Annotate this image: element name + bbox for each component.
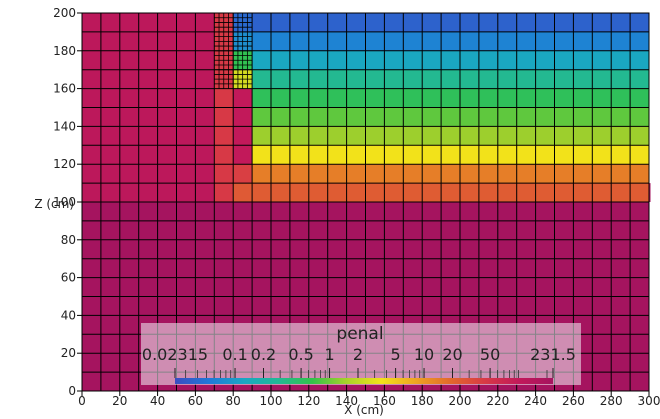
x-tick-label: 300 [638, 394, 660, 408]
y-tick-label: 140 [53, 119, 76, 133]
colorbar-tick-label: 5 [391, 345, 401, 364]
y-tick-label: 60 [61, 271, 76, 285]
x-tick-label: 240 [524, 394, 547, 408]
colorbar-tick-label: 0.02315 [142, 345, 208, 364]
x-tick-label: 0 [78, 394, 86, 408]
colorbar-tick-label: 2 [353, 345, 363, 364]
colorbar-tick-labels: 0.02315 0.1 0.2 0.5 1 2 5 10 20 50 231.5 [142, 345, 576, 364]
x-tick-label: 80 [226, 394, 241, 408]
x-tick-label: 60 [188, 394, 203, 408]
x-tick-label: 140 [335, 394, 358, 408]
heatmap-region [233, 183, 253, 202]
heatmap-region [252, 183, 649, 202]
heatmap-region [649, 183, 651, 202]
y-tick-label: 120 [53, 157, 76, 171]
heatmap-region [252, 164, 649, 184]
heatmap-region [252, 145, 649, 165]
y-tick-label: 100 [53, 195, 76, 209]
colorbar-tick-label: 231.5 [530, 345, 576, 364]
y-tick-label: 200 [53, 6, 76, 20]
y-tick-label: 20 [61, 346, 76, 360]
colorbar-legend: penal 0.02315 0.1 0.2 0.5 1 2 5 10 20 50 231.5 [141, 323, 581, 385]
y-tick-label: 0 [68, 384, 76, 398]
x-tick-label: 100 [260, 394, 283, 408]
colorbar-tick-label: 0.2 [251, 345, 276, 364]
heatmap-region [252, 107, 649, 127]
x-tick-label: 280 [600, 394, 623, 408]
heatmap-region [252, 88, 649, 108]
colorbar-tick-label: 0.1 [222, 345, 247, 364]
colorbar-ticks [174, 368, 554, 378]
colorbar-tick-label: 20 [442, 345, 462, 364]
x-tick-label: 40 [150, 394, 165, 408]
heatmap-region [233, 164, 253, 184]
x-tick-label: 20 [112, 394, 127, 408]
x-tick-label: 160 [373, 394, 396, 408]
colorbar-tick-label: 50 [480, 345, 500, 364]
y-tick-label: 40 [61, 308, 76, 322]
y-tick-label: 160 [53, 82, 76, 96]
y-tick-label: 80 [61, 233, 76, 247]
x-tick-label: 260 [562, 394, 585, 408]
colorbar-tick-label: 0.5 [288, 345, 313, 364]
x-axis-label: X (cm) [344, 403, 384, 417]
x-tick-label: 180 [411, 394, 434, 408]
y-axis-ticks: 0 20 40 60 80 100 120 140 160 180 200 [53, 6, 82, 398]
y-tick-label: 180 [53, 44, 76, 58]
heatmap-region [252, 126, 649, 146]
x-axis-ticks: 0 20 40 60 80 100 120 140 160 180 200 220 240 260 280 3… [78, 391, 660, 408]
colorbar-title: penal [336, 324, 383, 344]
colorbar-tick-label: 10 [414, 345, 434, 364]
colorbar-tick-label: 1 [324, 345, 334, 364]
y-axis-label: Z (cm) [34, 197, 74, 211]
heatmap-region [252, 31, 649, 51]
x-tick-label: 120 [297, 394, 320, 408]
x-tick-label: 220 [486, 394, 509, 408]
colorbar-gradient [175, 378, 553, 384]
heatmap-region [252, 13, 649, 32]
x-tick-label: 200 [449, 394, 472, 408]
heatmap-region [252, 50, 649, 70]
heatmap-region [252, 69, 649, 89]
